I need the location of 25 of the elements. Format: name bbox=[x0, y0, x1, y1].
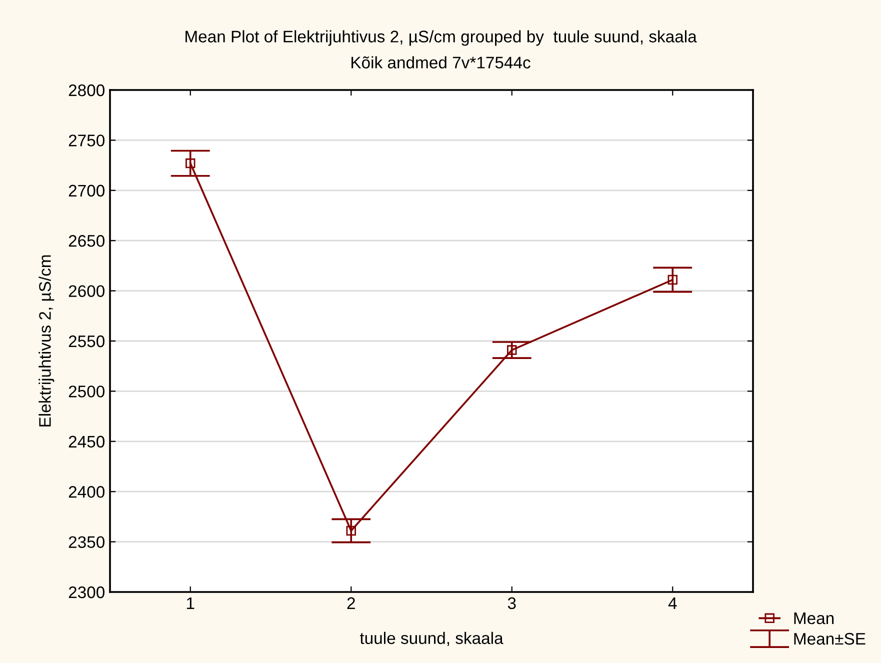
x-tick-label: 2 bbox=[347, 597, 355, 609]
y-tick-label: 2700 bbox=[68, 184, 104, 197]
x-tick-label: 1 bbox=[187, 597, 194, 609]
y-tick-label: 2750 bbox=[68, 134, 104, 146]
point bbox=[668, 274, 678, 285]
y-tick-label: 2450 bbox=[68, 436, 104, 448]
point bbox=[186, 158, 196, 168]
y-tick-label: 2350 bbox=[68, 536, 104, 548]
point bbox=[507, 345, 517, 355]
y-tick-label: 2300 bbox=[68, 586, 104, 598]
text: Mean±SE bbox=[794, 632, 866, 645]
chart-subtitle: Kõik andmed 7v*17544c bbox=[352, 56, 530, 68]
legend-label: Mean bbox=[794, 612, 834, 624]
x-tick-label: 3 bbox=[508, 597, 516, 610]
y-tick-label: 2500 bbox=[68, 386, 104, 398]
y-tick-label: 2550 bbox=[68, 335, 104, 348]
x-axis-title: tuule suund, skaala bbox=[360, 632, 504, 646]
y-tick-label: 2600 bbox=[68, 285, 104, 298]
chart-title: Mean Plot of Elektrijuhtivus 2, µS/cm grouped by tuule suund, skaala bbox=[186, 30, 697, 46]
x-tick-label: 4 bbox=[668, 597, 677, 609]
y-tick-label: 2800 bbox=[68, 84, 104, 96]
y-tick-label: 2650 bbox=[68, 235, 104, 247]
y-tick-label: 2400 bbox=[68, 486, 104, 498]
y-axis-title: Elektrijuhtivus 2, µS/cm bbox=[38, 255, 54, 426]
point bbox=[346, 526, 356, 536]
